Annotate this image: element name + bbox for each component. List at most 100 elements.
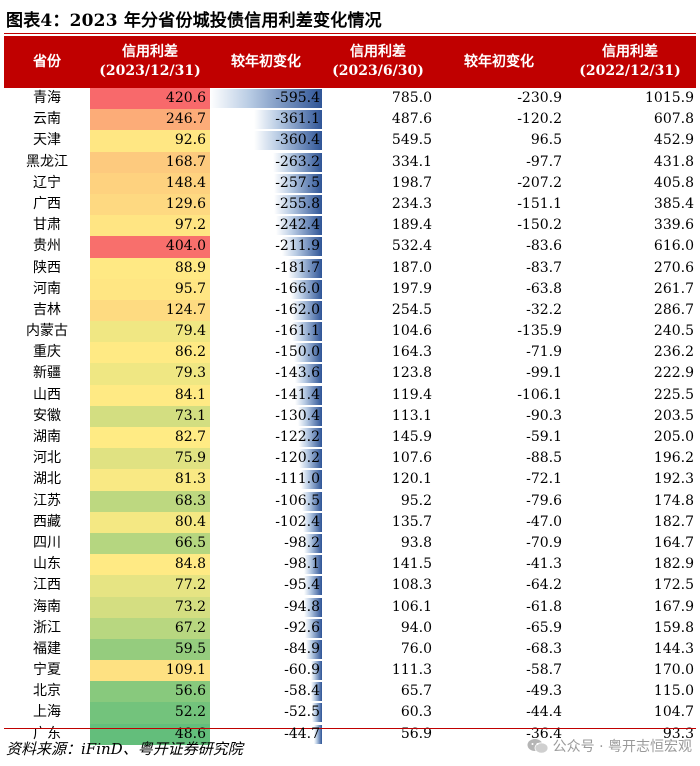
table-row: 云南 246.7 -361.1 487.6 -120.2 607.8: [4, 109, 696, 131]
spread-2023-6-cell: 111.3: [391, 662, 432, 679]
spread-2022-12-cell: 270.6: [653, 259, 694, 276]
change-2023-6-cell: 96.5: [530, 132, 562, 149]
change-databar: [304, 576, 322, 596]
table-body: 青海 420.6 -595.4 785.0 -230.9 1015.9 云南 246.7 -36…: [4, 88, 696, 745]
header-change-ytd-1: 较年初变化: [210, 36, 322, 88]
spread-2023-6-cell: 56.9: [400, 725, 432, 742]
change-2023-6-cell: -44.4: [526, 704, 562, 721]
table-row: 湖南 82.7 -122.2 145.9 -59.1 205.0: [4, 427, 696, 449]
change-value: -360.4: [275, 132, 320, 149]
header-province-label: 省份: [33, 53, 61, 70]
spread-2022-12-cell: 261.7: [653, 280, 694, 297]
change-2023-12-cell: -84.9: [210, 639, 322, 660]
change-2023-12-cell: -122.2: [210, 427, 322, 448]
change-value: -263.2: [275, 153, 320, 170]
header-province: 省份: [4, 36, 90, 88]
spread-2023-6-cell: 120.1: [391, 471, 432, 488]
header-change-ytd-2: 较年初变化: [434, 36, 564, 88]
spread-2022-12-cell: 164.7: [653, 534, 694, 551]
spread-2023-6-cell: 135.7: [391, 513, 432, 530]
change-value: -94.8: [284, 598, 320, 615]
spread-2023-12-cell: 168.7: [90, 151, 210, 173]
change-databar: [297, 406, 322, 426]
change-2023-6-cell: -59.1: [526, 429, 562, 445]
change-2023-6-cell: -32.2: [526, 301, 562, 318]
change-databar: [303, 533, 322, 553]
province-cell: 天津: [33, 132, 61, 149]
change-value: -92.6: [284, 619, 320, 636]
spread-2023-12-cell: 129.6: [90, 193, 210, 216]
header-date-label: (2022/12/31): [579, 63, 681, 79]
change-2023-6-cell: -97.7: [526, 153, 562, 170]
header-change-label: 较年初变化: [464, 53, 534, 70]
change-2023-12-cell: -257.5: [210, 173, 322, 194]
table-row: 上海 52.2 -52.5 60.3 -44.4 104.7: [4, 702, 696, 724]
change-2023-12-cell: -143.6: [210, 363, 322, 384]
change-2023-12-cell: -360.4: [210, 130, 322, 151]
spread-2023-6-cell: 189.4: [391, 217, 432, 234]
spread-2023-12-cell: 124.7: [90, 299, 210, 322]
province-cell: 西藏: [33, 513, 61, 530]
change-value: -60.9: [284, 662, 320, 679]
change-2023-6-cell: -65.9: [526, 619, 562, 636]
change-2023-6-cell: -83.7: [526, 259, 562, 276]
spread-2023-12-cell: 59.5: [90, 638, 210, 661]
header-spread-2023-12-31: 信用利差 (2023/12/31): [90, 36, 210, 88]
province-cell: 湖北: [33, 471, 61, 488]
province-cell: 陕西: [33, 259, 61, 276]
spread-2022-12-cell: 115.0: [653, 683, 694, 700]
spread-2023-6-cell: 108.3: [391, 577, 432, 594]
spread-2022-12-cell: 385.4: [653, 195, 694, 212]
table-row: 宁夏 109.1 -60.9 111.3 -58.7 170.0: [4, 660, 696, 682]
wechat-icon: [527, 739, 549, 754]
table-row: 河北 75.9 -120.2 107.6 -88.5 196.2: [4, 448, 696, 470]
table-row: 西藏 80.4 -102.4 135.7 -47.0 182.7: [4, 511, 696, 533]
spread-2023-6-cell: 532.4: [391, 238, 432, 255]
spread-2022-12-cell: 236.2: [653, 344, 694, 361]
spread-2023-6-cell: 187.0: [391, 259, 432, 276]
spread-2023-12-cell: 82.7: [90, 427, 210, 449]
spread-2023-12-cell: 148.4: [90, 172, 210, 194]
spread-2023-6-cell: 785.0: [391, 90, 432, 106]
change-2023-12-cell: -242.4: [210, 215, 322, 236]
header-date-label: (2023/12/31): [99, 63, 201, 79]
change-databar: [299, 428, 322, 447]
change-databar: [310, 661, 322, 681]
table-row: 天津 92.6 -360.4 549.5 96.5 452.9: [4, 130, 696, 152]
change-2023-6-cell: -41.3: [526, 556, 562, 573]
change-databar: [313, 724, 322, 744]
change-value: -84.9: [284, 640, 320, 657]
change-2023-12-cell: -106.5: [210, 491, 322, 512]
change-value: -111.0: [275, 471, 320, 488]
spread-2022-12-cell: 192.3: [653, 471, 694, 488]
spread-2023-6-cell: 104.6: [391, 323, 432, 340]
spread-2023-6-cell: 106.1: [391, 598, 432, 615]
header-change-label: 较年初变化: [231, 53, 301, 70]
spread-2023-6-cell: 487.6: [391, 111, 432, 128]
spread-2022-12-cell: 222.9: [653, 365, 694, 382]
change-2023-12-cell: -120.2: [210, 448, 322, 469]
header-spread-2023-6-30: 信用利差 (2023/6/30): [322, 36, 434, 88]
spread-2023-6-cell: 94.0: [400, 619, 432, 636]
table-row: 河南 95.7 -166.0 197.9 -63.8 261.7: [4, 278, 696, 300]
change-databar: [312, 703, 322, 723]
spread-2022-12-cell: 159.8: [653, 619, 694, 636]
province-cell: 云南: [33, 111, 61, 128]
spread-2022-12-cell: 104.7: [653, 704, 694, 721]
spread-2023-6-cell: 123.8: [391, 365, 432, 382]
spread-2023-6-cell: 113.1: [391, 407, 432, 424]
change-value: -141.4: [275, 386, 320, 403]
source-note: 资料来源：iFinD、粤开证券研究院: [6, 740, 243, 758]
change-2023-6-cell: -83.6: [526, 238, 562, 255]
spread-2023-12-cell: 52.2: [90, 702, 210, 724]
change-value: -130.4: [275, 407, 320, 424]
table-row: 北京 56.6 -58.4 65.7 -49.3 115.0: [4, 681, 696, 703]
spread-2022-12-cell: 240.5: [653, 323, 694, 340]
table-row: 四川 66.5 -98.2 93.8 -70.9 164.7: [4, 532, 696, 555]
change-databar: [295, 385, 322, 405]
spread-2022-12-cell: 616.0: [653, 238, 694, 255]
spread-2023-12-cell: 97.2: [90, 215, 210, 237]
change-2023-6-cell: -68.3: [526, 640, 562, 657]
change-2023-12-cell: -92.6: [210, 618, 322, 639]
province-cell: 江苏: [33, 492, 61, 509]
